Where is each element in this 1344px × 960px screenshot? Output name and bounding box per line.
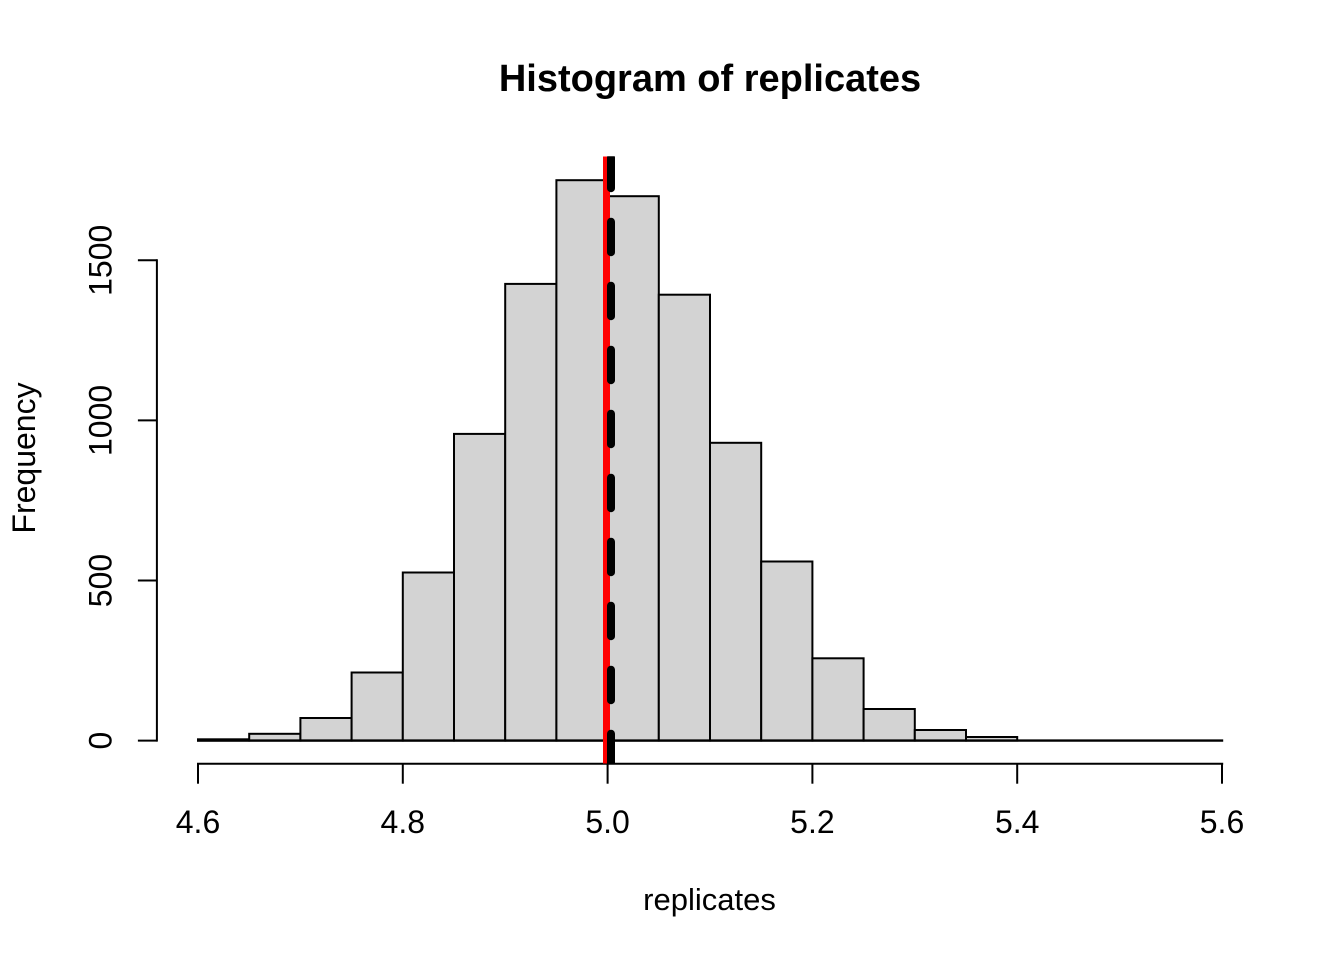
svg-text:5.6: 5.6 [1200, 804, 1244, 840]
svg-text:Frequency: Frequency [6, 382, 42, 533]
svg-text:1500: 1500 [83, 225, 119, 296]
svg-text:0: 0 [83, 732, 119, 750]
svg-text:4.6: 4.6 [176, 804, 220, 840]
svg-text:500: 500 [83, 554, 119, 607]
svg-text:replicates: replicates [643, 882, 776, 917]
svg-text:1000: 1000 [83, 385, 119, 456]
svg-text:5.4: 5.4 [995, 804, 1039, 840]
svg-text:4.8: 4.8 [381, 804, 425, 840]
svg-text:Histogram of replicates: Histogram of replicates [499, 58, 921, 100]
svg-text:5.0: 5.0 [585, 804, 629, 840]
svg-text:5.2: 5.2 [790, 804, 834, 840]
